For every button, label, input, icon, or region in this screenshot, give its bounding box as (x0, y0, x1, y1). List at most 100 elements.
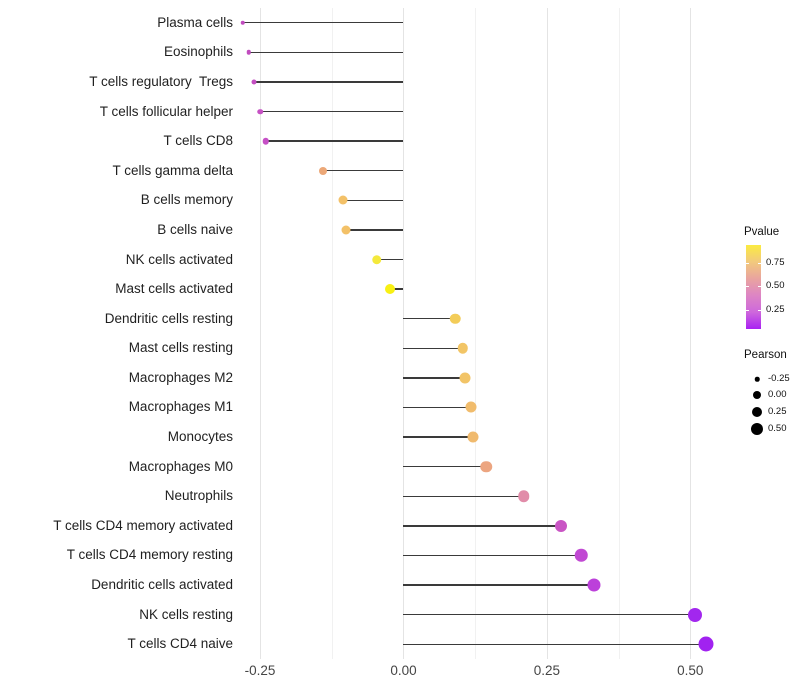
lollipop-stem (403, 525, 562, 527)
row-label: Neutrophils (164, 488, 233, 504)
colorbar-tick (758, 309, 761, 311)
x-tick-label: 0.25 (533, 663, 560, 678)
lollipop-dot (246, 50, 251, 55)
lollipop-stem (403, 495, 524, 497)
lollipop-dot (688, 607, 703, 622)
lollipop-stem (242, 22, 404, 24)
row-label: Mast cells resting (128, 340, 233, 356)
row-label: T cells CD4 memory activated (53, 517, 233, 533)
colorbar-tick (746, 309, 749, 311)
row-label: Macrophages M0 (128, 458, 233, 474)
lollipop-dot (385, 284, 396, 295)
lollipop-stem (403, 377, 466, 379)
row-label: B cells naive (157, 221, 233, 237)
gridline-major (690, 8, 692, 659)
row-label: Monocytes (167, 429, 233, 445)
lollipop-dot (518, 490, 530, 502)
row-label: Dendritic cells resting (104, 310, 233, 326)
lollipop-stem (403, 318, 456, 320)
pearson-size-label: 0.25 (768, 405, 787, 417)
gridline-major (260, 8, 262, 659)
x-tick-label: -0.25 (244, 663, 276, 678)
lollipop-stem (403, 643, 707, 645)
gridline-minor (618, 8, 620, 659)
lollipop-dot (698, 636, 714, 652)
lollipop-dot (587, 578, 601, 592)
pvalue-colorbar (746, 245, 761, 329)
lollipop-dot (240, 20, 246, 26)
row-label: T cells CD4 naive (127, 636, 233, 652)
lollipop-stem (403, 584, 595, 586)
lollipop-stem (265, 140, 404, 142)
row-label: T cells follicular helper (99, 103, 233, 119)
lollipop-stem (390, 288, 404, 290)
lollipop-dot (371, 254, 382, 265)
lollipop-stem (403, 347, 463, 349)
lollipop-dot (459, 372, 471, 384)
lollipop-stem (403, 465, 487, 468)
lollipop-dot (449, 313, 461, 324)
colorbar-tick-label: 0.25 (766, 303, 785, 315)
lollipop-dot (575, 549, 588, 562)
gridline-minor (331, 8, 333, 659)
lollipop-dot (341, 225, 351, 235)
gridline-major (546, 8, 548, 659)
row-label: Macrophages M2 (128, 369, 233, 385)
row-label: B cells memory (140, 192, 233, 208)
lollipop-stem (260, 110, 404, 113)
row-label: Eosinophils (163, 44, 233, 60)
lollipop-stem (403, 613, 696, 616)
lollipop-stem (343, 199, 404, 202)
lollipop-dot (457, 343, 468, 354)
row-label: Dendritic cells activated (91, 577, 233, 593)
pearson-size-label: 0.00 (768, 388, 787, 400)
gridline-minor (475, 8, 477, 659)
lollipop-dot (467, 431, 479, 443)
colorbar-tick (746, 286, 749, 288)
lollipop-dot (480, 460, 492, 473)
y-axis-labels: Plasma cells Eosinophils T cells regulator… (0, 8, 233, 659)
pearson-size-dot (751, 422, 763, 435)
colorbar-tick (758, 286, 761, 288)
row-label: NK cells resting (139, 606, 233, 622)
lollipop-dot (465, 401, 477, 413)
colorbar-tick-label: 0.50 (766, 280, 785, 292)
row-label: T cells regulatory Tregs (89, 73, 233, 89)
colorbar-tick-label: 0.75 (766, 256, 785, 268)
lollipop-stem (403, 406, 472, 409)
row-label: Plasma cells (157, 14, 233, 30)
lollipop-stem (323, 170, 404, 172)
lollipop-stem (403, 554, 582, 557)
lollipop-stem (403, 436, 474, 438)
lollipop-dot (251, 79, 257, 85)
pearson-size-dot (753, 390, 761, 399)
colorbar-tick (758, 262, 761, 264)
row-label: T cells CD4 memory resting (66, 547, 233, 563)
x-axis-labels: -0.25 0.00 0.25 0.50 (240, 663, 739, 683)
lollipop-dot (555, 519, 568, 532)
lollipop-stem (346, 229, 404, 231)
row-label: Mast cells activated (115, 281, 233, 297)
lollipop-stem (376, 258, 404, 261)
colorbar-tick (746, 262, 749, 264)
pvalue-legend-title: Pvalue (744, 226, 780, 238)
row-label: Macrophages M1 (128, 399, 233, 415)
pearson-size-label: -0.25 (768, 373, 790, 384)
pearson-legend-title: Pearson (744, 349, 787, 361)
row-label: NK cells activated (125, 251, 233, 267)
pearson-size-label: 0.50 (768, 422, 787, 434)
lollipop-dot (257, 108, 263, 115)
pearson-size-dot (752, 406, 762, 417)
row-label: T cells CD8 (163, 133, 233, 149)
plot-panel (240, 8, 739, 659)
lollipop-stem (248, 51, 404, 54)
lollipop-stem (254, 81, 404, 83)
lollipop-dot (319, 166, 328, 175)
lollipop-dot (338, 195, 348, 205)
x-tick-label: 0.00 (390, 663, 417, 678)
pearson-size-dot (754, 376, 760, 382)
gridline-major (403, 8, 405, 659)
lollipop-dot (262, 137, 270, 145)
x-tick-label: 0.50 (677, 663, 704, 678)
